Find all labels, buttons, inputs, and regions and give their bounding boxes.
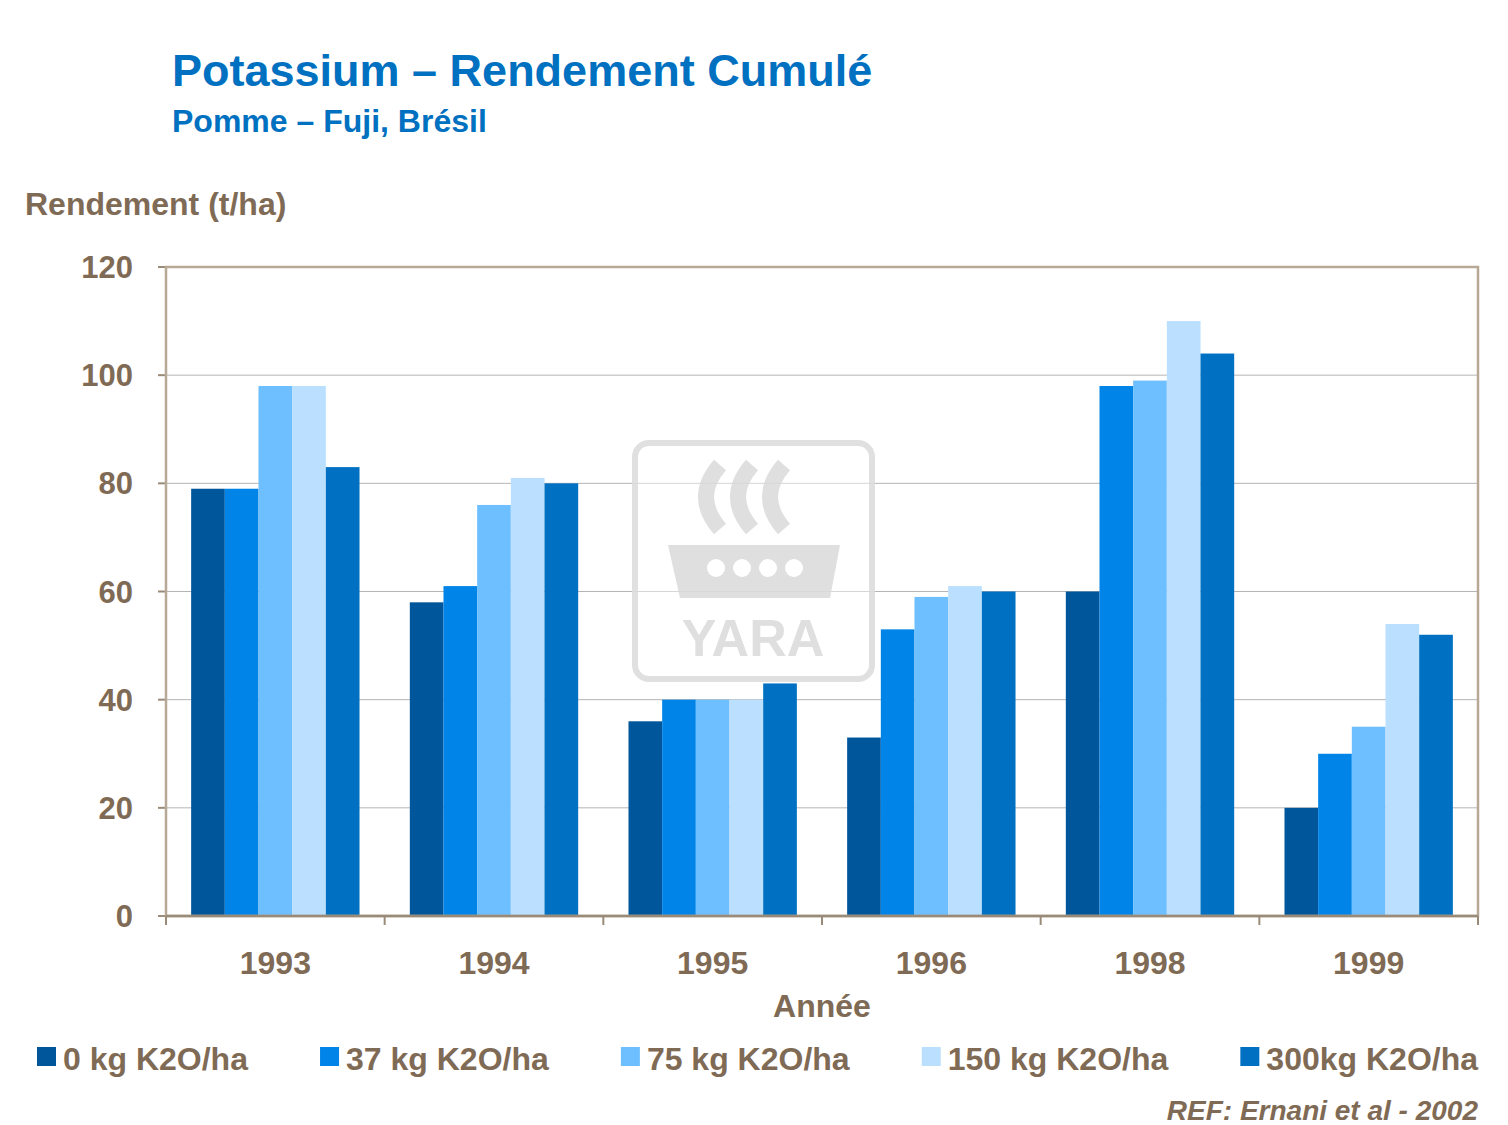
x-tick-label: 1996 [896, 945, 967, 981]
y-tick-label: 40 [99, 683, 133, 718]
legend-label: 150 kg K2O/ha [948, 1041, 1169, 1077]
x-tick [821, 916, 823, 925]
bar [662, 700, 696, 916]
bar [1133, 381, 1167, 916]
y-tick-label: 80 [99, 466, 133, 501]
legend-swatch [1240, 1047, 1259, 1066]
x-tick [1477, 916, 1479, 925]
legend-item: 37 kg K2O/ha [320, 1041, 549, 1077]
bar [1201, 354, 1235, 916]
watermark-shield [785, 559, 803, 577]
chart: Potassium – Rendement Cumulé Pomme – Fuji… [0, 0, 1508, 1125]
watermark-wave [706, 465, 720, 529]
legend-label: 75 kg K2O/ha [647, 1041, 850, 1077]
x-tick [1040, 916, 1042, 925]
bar [477, 505, 511, 916]
y-axis-label: Rendement (t/ha) [25, 186, 286, 222]
legend: 0 kg K2O/ha 37 kg K2O/ha 75 kg K2O/ha 150 k… [37, 1041, 1478, 1077]
watermark-frame [635, 443, 872, 679]
title: Potassium – Rendement Cumulé [172, 45, 872, 96]
bar [914, 597, 948, 916]
grid-line [166, 699, 1478, 700]
legend-item: 75 kg K2O/ha [621, 1041, 850, 1077]
bar [696, 700, 730, 916]
bar [1318, 754, 1352, 916]
y-tick-label: 120 [81, 250, 133, 285]
bar [982, 592, 1016, 917]
watermark-shield [759, 559, 777, 577]
legend-item: 300kg K2O/ha [1240, 1041, 1478, 1077]
legend-item: 150 kg K2O/ha [922, 1041, 1169, 1077]
bar [292, 386, 326, 916]
x-tick-label: 1998 [1114, 945, 1185, 981]
x-axis-label: Année [773, 988, 871, 1024]
watermark-wave [770, 465, 784, 529]
bars [191, 321, 1453, 916]
bar [881, 629, 915, 916]
bar [326, 467, 360, 916]
x-tick [165, 916, 167, 925]
subtitle: Pomme – Fuji, Brésil [172, 103, 487, 139]
bar [847, 738, 881, 916]
bar [1419, 635, 1453, 916]
source: REF: Ernani et al - 2002 [1167, 1095, 1479, 1125]
legend-label: 0 kg K2O/ha [63, 1041, 248, 1077]
watermark-text: YARA [682, 609, 825, 667]
watermark-ship [668, 545, 840, 598]
watermark-wave [738, 465, 752, 529]
grid-line [166, 375, 1478, 376]
y-tick-label: 100 [81, 358, 133, 393]
bar [730, 700, 764, 916]
watermark-shield [707, 559, 725, 577]
watermark-shield [733, 559, 751, 577]
bar [948, 586, 982, 916]
bar [763, 683, 797, 916]
bar [628, 721, 662, 916]
x-tick-label: 1995 [677, 945, 748, 981]
plot-frame [166, 267, 1478, 916]
legend-swatch [37, 1047, 56, 1066]
bar [1352, 727, 1386, 916]
bar [545, 483, 579, 916]
grid-line [166, 807, 1478, 808]
legend-swatch [922, 1047, 941, 1066]
legend-label: 300kg K2O/ha [1266, 1041, 1478, 1077]
x-tick-label: 1999 [1333, 945, 1404, 981]
bar [1167, 321, 1201, 916]
bar [511, 478, 545, 916]
x-tick-label: 1993 [240, 945, 311, 981]
legend-item: 0 kg K2O/ha [37, 1041, 248, 1077]
x-tick [602, 916, 604, 925]
bar [1386, 624, 1420, 916]
bar [1284, 808, 1318, 916]
x-tick [1258, 916, 1260, 925]
bar [258, 386, 292, 916]
bar [410, 602, 444, 916]
x-tick [384, 916, 386, 925]
legend-swatch [320, 1047, 339, 1066]
bar [191, 489, 225, 916]
bar [225, 489, 259, 916]
legend-swatch [621, 1047, 640, 1066]
legend-label: 37 kg K2O/ha [346, 1041, 549, 1077]
x-tick-label: 1994 [458, 945, 529, 981]
y-tick-label: 0 [116, 899, 133, 934]
bar [1099, 386, 1133, 916]
y-tick-label: 60 [99, 575, 133, 610]
bar [1066, 592, 1100, 917]
watermark: YARA [635, 443, 872, 679]
bar [443, 586, 477, 916]
y-tick-label: 20 [99, 791, 133, 826]
